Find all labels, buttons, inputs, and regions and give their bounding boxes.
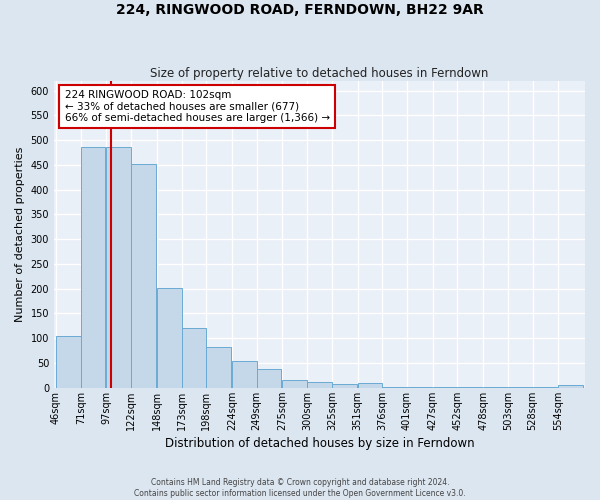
Title: Size of property relative to detached houses in Ferndown: Size of property relative to detached ho… xyxy=(151,66,489,80)
Bar xyxy=(106,146,131,388)
Bar xyxy=(157,288,182,388)
Bar xyxy=(257,369,281,388)
Bar xyxy=(56,336,81,388)
Bar xyxy=(232,360,257,388)
Y-axis label: Number of detached properties: Number of detached properties xyxy=(15,146,25,322)
Bar xyxy=(508,387,533,388)
Bar xyxy=(382,387,407,388)
Bar xyxy=(483,387,508,388)
Bar xyxy=(358,383,382,388)
Text: Contains HM Land Registry data © Crown copyright and database right 2024.
Contai: Contains HM Land Registry data © Crown c… xyxy=(134,478,466,498)
Text: 224, RINGWOOD ROAD, FERNDOWN, BH22 9AR: 224, RINGWOOD ROAD, FERNDOWN, BH22 9AR xyxy=(116,2,484,16)
Bar xyxy=(407,387,432,388)
Text: 224 RINGWOOD ROAD: 102sqm
← 33% of detached houses are smaller (677)
66% of semi: 224 RINGWOOD ROAD: 102sqm ← 33% of detac… xyxy=(65,90,330,123)
Bar xyxy=(81,146,106,388)
Bar xyxy=(307,382,332,388)
Bar xyxy=(533,387,557,388)
Bar xyxy=(559,386,583,388)
Bar xyxy=(182,328,206,388)
Bar xyxy=(433,387,457,388)
X-axis label: Distribution of detached houses by size in Ferndown: Distribution of detached houses by size … xyxy=(165,437,475,450)
Bar xyxy=(332,384,356,388)
Bar xyxy=(283,380,307,388)
Bar xyxy=(131,164,156,388)
Bar xyxy=(206,347,231,388)
Bar xyxy=(457,387,482,388)
